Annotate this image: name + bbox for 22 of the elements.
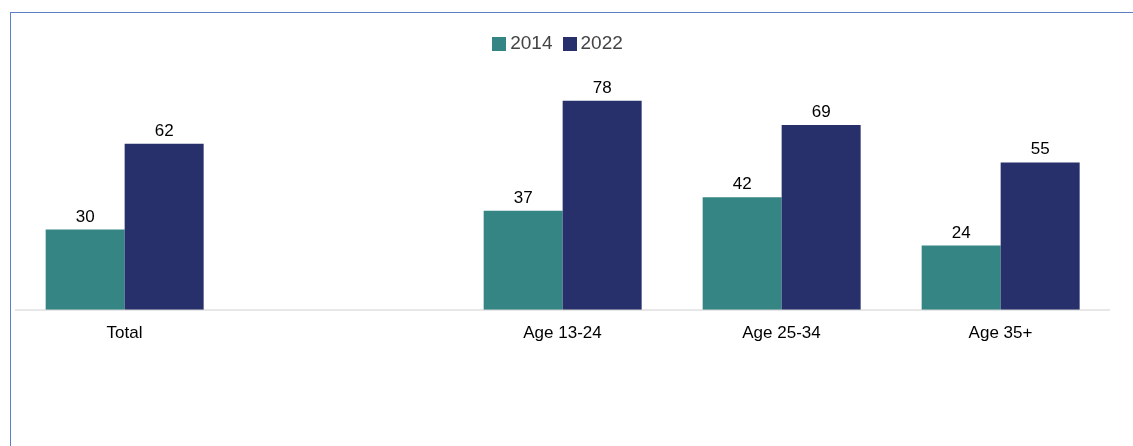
data-label: 69 [811, 101, 831, 121]
data-label: 24 [951, 222, 971, 242]
x-tick-label: Age 25-34 [742, 323, 821, 343]
data-label: 42 [732, 174, 752, 194]
bar [562, 100, 642, 310]
x-tick-label: Total [106, 323, 143, 343]
data-label: 30 [75, 206, 95, 226]
bar [45, 229, 125, 310]
legend-label: 2014 [510, 32, 553, 53]
bar [781, 124, 861, 310]
data-label: 62 [154, 120, 174, 140]
bar [1000, 162, 1080, 310]
data-label: 37 [513, 187, 533, 207]
bar [483, 210, 563, 310]
x-tick-label: Age 13-24 [523, 323, 602, 343]
data-label: 78 [592, 77, 612, 97]
data-label: 55 [1030, 139, 1050, 159]
x-tick-label: Age 35+ [968, 323, 1033, 343]
bar [921, 245, 1001, 310]
bar [124, 143, 204, 310]
bar [702, 197, 782, 310]
legend-label: 2022 [580, 32, 623, 53]
